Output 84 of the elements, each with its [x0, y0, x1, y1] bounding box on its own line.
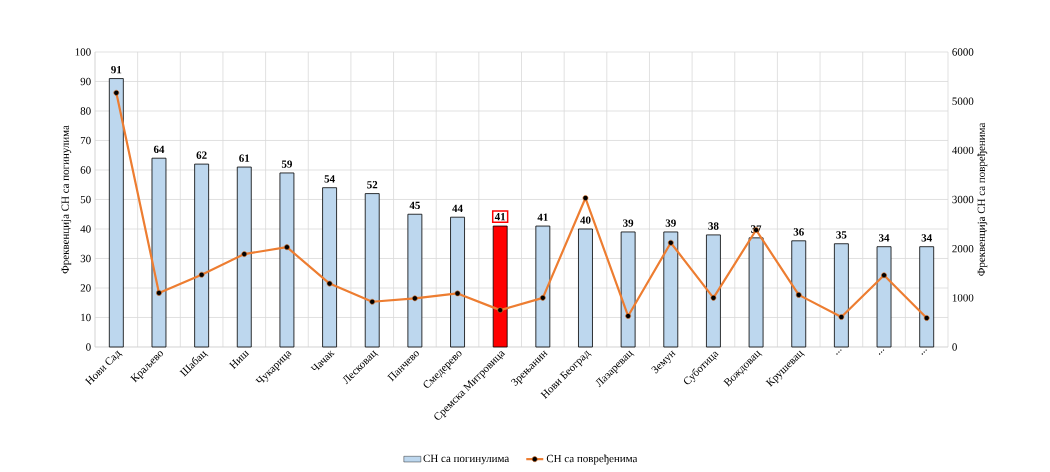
data-label: 41 — [537, 213, 548, 221]
y2-tick-label: 0 — [952, 343, 957, 351]
data-label: 62 — [196, 151, 207, 159]
bar — [108, 78, 124, 348]
point — [198, 271, 205, 278]
y-tick-label: 30 — [80, 254, 91, 263]
y-tick-label: 80 — [80, 107, 91, 115]
point — [582, 195, 589, 201]
bar — [535, 225, 551, 348]
bar — [706, 234, 721, 348]
bar — [279, 172, 295, 348]
y2-axis-title: Фреквенција СН са повређенима — [977, 122, 988, 276]
point — [539, 294, 546, 301]
bar — [407, 213, 423, 348]
point — [241, 251, 248, 257]
y-tick-label: 10 — [81, 313, 91, 322]
data-label: 91 — [111, 66, 122, 74]
bar — [364, 193, 380, 348]
x-tick-label: ... — [921, 349, 927, 355]
bar — [194, 163, 210, 348]
data-label: 39 — [623, 219, 634, 227]
y-tick-label: 50 — [80, 195, 91, 204]
y-tick-label: 60 — [80, 166, 91, 174]
x-tick-label: Ниш — [228, 350, 250, 370]
bar — [236, 166, 252, 348]
data-label: 36 — [793, 228, 804, 236]
y-tick-label: 0 — [86, 343, 91, 351]
y2-tick-label: 1000 — [952, 294, 974, 302]
data-label: 41 — [494, 213, 506, 221]
bar — [151, 157, 167, 348]
bar — [492, 225, 508, 348]
data-label: 54 — [324, 175, 335, 183]
point — [838, 314, 845, 320]
bar — [578, 228, 593, 348]
point — [454, 290, 461, 297]
data-label: 38 — [708, 222, 719, 230]
bar — [876, 246, 892, 348]
y-tick-label: 20 — [80, 284, 91, 292]
bar — [748, 237, 764, 348]
y2-tick-label: 3000 — [952, 195, 974, 204]
point — [667, 239, 674, 246]
bar — [663, 231, 679, 348]
point — [795, 291, 802, 298]
data-label: 52 — [367, 181, 378, 189]
data-label: 39 — [665, 219, 676, 227]
data-label: 61 — [239, 154, 250, 162]
bar — [919, 246, 935, 348]
legend-label: СН са повређенима — [546, 454, 638, 465]
point — [881, 272, 887, 279]
point — [497, 307, 504, 314]
point — [369, 298, 376, 305]
bar — [833, 243, 849, 348]
point — [625, 313, 632, 319]
point — [923, 315, 930, 321]
x-tick-label: ... — [836, 349, 842, 355]
point — [113, 89, 120, 96]
y2-tick-label: 5000 — [952, 97, 974, 105]
y2-tick-label: 4000 — [952, 146, 974, 155]
y-tick-label: 90 — [80, 77, 91, 86]
x-tick-label: ... — [879, 349, 885, 355]
data-label: 59 — [281, 160, 293, 168]
bar — [620, 231, 636, 348]
point — [284, 244, 290, 251]
bar — [322, 187, 337, 348]
data-label: 40 — [580, 216, 591, 224]
bar — [791, 240, 807, 348]
y2-tick-label: 2000 — [952, 244, 974, 253]
data-label: 44 — [452, 204, 463, 213]
y-tick-label: 100 — [75, 48, 91, 56]
data-label: 34 — [921, 234, 932, 242]
data-label: 35 — [836, 231, 847, 239]
y-tick-label: 70 — [80, 136, 91, 145]
y2-tick-label: 6000 — [952, 48, 974, 56]
y-axis-title: Фреквенција СН са погинулима — [61, 125, 72, 274]
point — [326, 280, 333, 287]
data-label: 45 — [409, 201, 420, 210]
point — [156, 290, 162, 296]
bar — [450, 216, 465, 348]
data-label: 34 — [878, 234, 890, 242]
legend-label: СН са погинулима — [423, 454, 510, 465]
point — [411, 295, 418, 302]
y-tick-label: 40 — [80, 225, 91, 233]
data-label: 64 — [153, 145, 165, 154]
point — [710, 294, 717, 301]
